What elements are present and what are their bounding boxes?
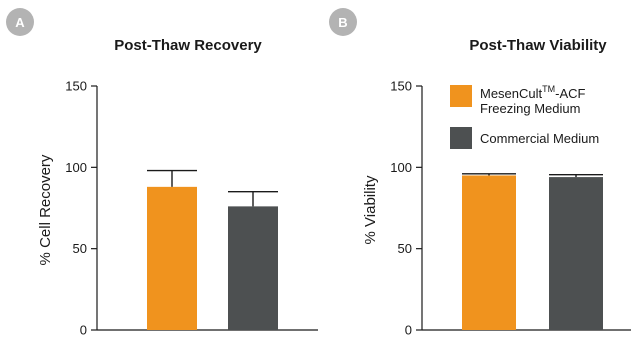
chart-a-bar-1 [228, 206, 278, 330]
chart-b-ytick-label-50: 50 [398, 241, 412, 256]
chart-b-ytick-label-150: 150 [390, 79, 412, 94]
legend-label-mesencult-suffix: -ACF [555, 86, 585, 101]
legend-swatch-mesencult [450, 85, 472, 107]
chart-b-title: Post-Thaw Viability [469, 37, 607, 54]
chart-a-plot: 0 50 100 150 [65, 79, 318, 337]
panel-a: A Post-Thaw Recovery % Cell Recovery 0 50… [6, 8, 318, 337]
panel-badge-a [6, 8, 34, 36]
chart-b-bar-1 [549, 177, 603, 330]
chart-b-bar-0 [462, 175, 516, 330]
panel-badge-a-label: A [15, 15, 25, 30]
chart-b-ytick-label-0: 0 [405, 323, 412, 337]
legend-label-mesencult-superscript: TM [542, 84, 555, 94]
chart-a-ytick-label-0: 0 [80, 323, 87, 337]
chart-a-ylabel: % Cell Recovery [37, 154, 54, 265]
legend-label-mesencult: MesenCultTM-ACF [480, 84, 586, 101]
legend-label-mesencult-line2: Freezing Medium [480, 101, 580, 116]
legend-label-mesencult-name: MesenCult [480, 86, 543, 101]
panel-badge-b-label: B [338, 15, 347, 30]
chart-a-bar-0 [147, 186, 197, 330]
legend-label-commercial: Commercial Medium [480, 131, 599, 146]
chart-a-title: Post-Thaw Recovery [114, 37, 262, 54]
chart-a-ytick-label-50: 50 [73, 241, 87, 256]
chart-b-ytick-label-100: 100 [390, 160, 412, 175]
chart-b-legend: MesenCultTM-ACF Freezing Medium Commerci… [450, 84, 599, 149]
chart-b-ylabel: % Viability [362, 175, 379, 244]
chart-a-ytick-label-150: 150 [65, 79, 87, 94]
panel-b: B Post-Thaw Viability % Viability 0 50 100… [329, 8, 631, 337]
legend-swatch-commercial [450, 127, 472, 149]
chart-b-plot: 0 50 100 150 [390, 79, 631, 337]
panel-badge-b [329, 8, 357, 36]
chart-a-ytick-label-100: 100 [65, 160, 87, 175]
